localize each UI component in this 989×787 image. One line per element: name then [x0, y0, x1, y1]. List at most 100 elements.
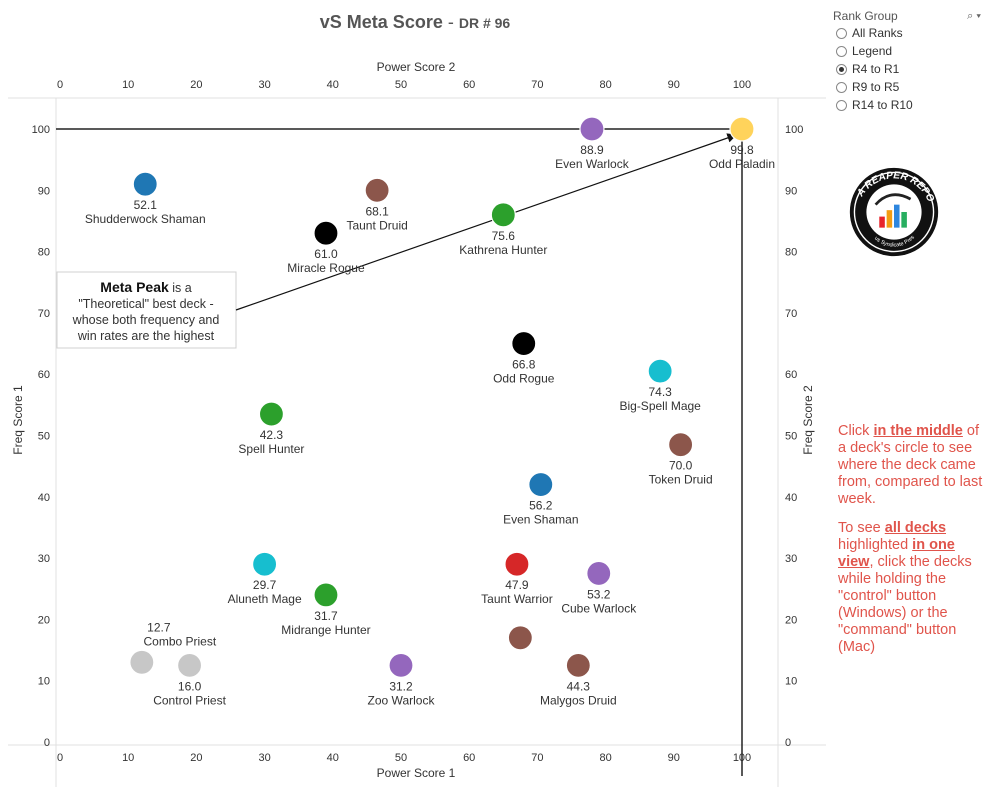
radio-button[interactable]	[836, 99, 847, 111]
x-tick-label: 70	[531, 752, 543, 764]
scatter-chart: 0010102020303040405050606070708080909010…	[8, 60, 826, 787]
annotation-rest: is a	[169, 281, 192, 295]
rank-option-all-ranks[interactable]: All Ranks	[836, 24, 983, 42]
point-midrange-hunter[interactable]	[313, 582, 339, 608]
instructions-highlight: To see all decks highlighted in one view…	[838, 520, 984, 656]
point-shudderwock-shaman[interactable]	[132, 171, 158, 197]
point-name: Odd Rogue	[493, 372, 555, 386]
x2-axis-title: Power Score 2	[377, 60, 456, 74]
point-name: Kathrena Hunter	[459, 243, 547, 257]
point-name: Aluneth Mage	[228, 592, 302, 606]
point-name: Spell Hunter	[238, 442, 304, 456]
instr-emphasis: in one view	[838, 537, 955, 570]
point-aluneth-mage[interactable]	[252, 551, 278, 577]
point-name: Odd Paladin	[709, 157, 775, 171]
instructions-click: Click in the middle of a deck's circle t…	[838, 423, 984, 508]
instr-emphasis: in the middle	[873, 423, 963, 439]
annotation-line4: win rates are the highest	[77, 329, 215, 343]
y-tick-label: 100	[32, 124, 50, 136]
x-tick-label: 40	[327, 752, 339, 764]
point-spell-hunter[interactable]	[258, 401, 285, 427]
instr-text: To see	[838, 520, 885, 536]
rank-option-r9-to-r5[interactable]: R9 to R5	[836, 78, 983, 96]
point-score: 52.1	[134, 198, 158, 212]
point-name: Cube Warlock	[561, 601, 637, 615]
radio-button[interactable]	[836, 45, 847, 57]
point-taunt-warrior[interactable]	[504, 551, 530, 577]
point-name: Zoo Warlock	[368, 693, 436, 707]
point-score: 75.6	[492, 229, 516, 243]
y-tick-label: 80	[38, 247, 50, 259]
x-tick-label: 60	[463, 752, 475, 764]
radio-button[interactable]	[836, 81, 847, 93]
y-tick-label: 30	[38, 553, 50, 565]
point-combo-priest[interactable]	[129, 649, 155, 675]
y-axis-title: Freq Score 1	[11, 385, 25, 455]
y2-tick-label: 80	[785, 247, 797, 259]
point-name: Even Warlock	[555, 157, 630, 171]
chart-title: vS Meta Score - DR # 96	[319, 12, 511, 32]
rank-option-legend[interactable]: Legend	[836, 42, 983, 60]
point-malygos-druid[interactable]	[565, 652, 591, 678]
x-tick-label: 80	[599, 752, 611, 764]
point-name: Taunt Warrior	[481, 592, 553, 606]
rank-group-options: All Ranks Legend R4 to R1 R9 to R5 R14 to R1…	[833, 24, 983, 114]
point-name: Malygos Druid	[540, 693, 617, 707]
rank-option-label: R4 to R1	[852, 62, 900, 76]
point-token-druid[interactable]	[668, 432, 694, 458]
y2-tick-label: 60	[785, 369, 797, 381]
point-even-warlock[interactable]	[579, 116, 605, 142]
point-zoo-warlock[interactable]	[388, 652, 414, 678]
point-score: 74.3	[648, 385, 672, 399]
point-score: 88.9	[580, 143, 604, 157]
point-name: Big-Spell Mage	[619, 399, 701, 413]
rank-option-r14-to-r10[interactable]: R14 to R10	[836, 96, 983, 114]
point-score: 68.1	[365, 204, 389, 218]
point-score: 70.0	[669, 459, 693, 473]
rank-option-r4-to-r1[interactable]: R4 to R1	[836, 60, 983, 78]
point-cube-warlock[interactable]	[586, 560, 612, 587]
instr-text: of a deck's circle to see where the deck…	[838, 423, 983, 507]
point-kathrena-hunter[interactable]	[490, 202, 516, 228]
point-name: Taunt Druid	[346, 218, 407, 232]
y-tick-label: 0	[44, 737, 50, 749]
point-score: 29.7	[253, 578, 277, 592]
y-tick-label: 90	[38, 185, 50, 197]
point-name: Combo Priest	[143, 634, 216, 648]
x2-tick-label: 70	[531, 79, 543, 91]
rank-group-header: Rank Group ⌕ ▾	[833, 8, 983, 24]
chart-title-sub: DR # 96	[458, 15, 511, 31]
point-score: 56.2	[529, 499, 553, 513]
y2-tick-label: 40	[785, 492, 797, 504]
radio-button[interactable]	[836, 63, 847, 75]
instr-text: Click	[838, 423, 874, 439]
radio-button[interactable]	[836, 27, 847, 39]
instructions-panel: Click in the middle of a deck's circle t…	[838, 423, 984, 668]
y2-tick-label: 30	[785, 553, 797, 565]
point-name: Control Priest	[153, 693, 226, 707]
x-tick-label: 20	[190, 752, 202, 764]
point-score: 16.0	[178, 679, 202, 693]
y-tick-label: 20	[38, 614, 50, 626]
point-unlabeled-deck[interactable]	[507, 625, 533, 651]
instr-emphasis: all decks	[884, 520, 947, 536]
point-odd-paladin[interactable]	[729, 116, 755, 142]
point-odd-rogue[interactable]	[511, 330, 537, 357]
point-control-priest[interactable]	[176, 652, 203, 678]
x2-tick-label: 40	[327, 79, 339, 91]
search-icon[interactable]: ⌕ ▾	[967, 9, 981, 22]
annotation-line2: "Theoretical" best deck -	[78, 297, 213, 311]
point-score: 42.3	[260, 428, 284, 442]
instr-text: highlighted	[838, 537, 913, 553]
x2-tick-label: 30	[258, 79, 270, 91]
point-taunt-druid[interactable]	[364, 177, 390, 203]
x-tick-label: 0	[57, 752, 63, 764]
point-name: Miracle Rogue	[287, 261, 365, 275]
point-miracle-rogue[interactable]	[313, 220, 339, 246]
y2-tick-label: 10	[785, 676, 797, 688]
x-tick-label: 10	[122, 752, 134, 764]
x2-tick-label: 50	[395, 79, 407, 91]
x-tick-label: 50	[395, 752, 407, 764]
point-even-shaman[interactable]	[528, 471, 554, 498]
point-big-spell-mage[interactable]	[647, 358, 673, 384]
